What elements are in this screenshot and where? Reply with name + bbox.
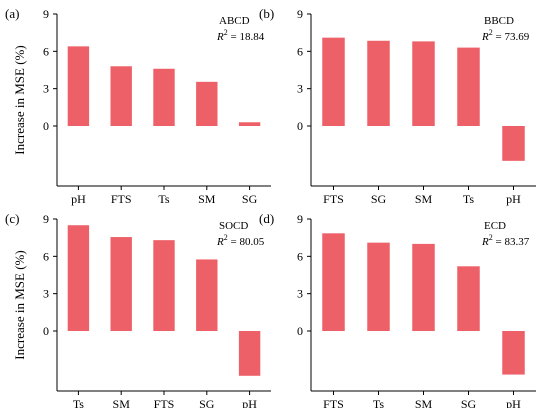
bar-sm xyxy=(196,81,218,126)
bar-ts xyxy=(367,242,390,331)
bar-sg xyxy=(238,122,261,126)
x-tick-label: pH xyxy=(242,397,257,408)
bar-fts xyxy=(322,233,345,331)
y-tick-label: 6 xyxy=(43,44,49,58)
x-tick-label: FTS xyxy=(111,192,132,206)
bar-ph xyxy=(502,126,525,161)
x-tick-label: SG xyxy=(199,397,215,408)
x-tick-label: SG xyxy=(371,192,387,206)
y-tick-label: 3 xyxy=(297,82,303,96)
y-tick-label: 3 xyxy=(43,287,49,301)
bar-ph xyxy=(67,46,90,126)
x-tick-label: pH xyxy=(71,192,86,206)
annotation-r2: R2 = 83.37 xyxy=(481,233,530,248)
x-tick-label: SM xyxy=(198,192,216,206)
bar-sm xyxy=(110,237,132,331)
bar-fts xyxy=(322,37,345,127)
x-tick-label: Ts xyxy=(463,192,474,206)
y-axis-title: Increase in MSE (%) xyxy=(12,250,27,359)
x-tick-label: Ts xyxy=(373,397,384,408)
bar-ph xyxy=(502,331,525,375)
y-tick-label: 0 xyxy=(43,324,49,338)
bar-ph xyxy=(238,331,261,376)
y-tick-label: 6 xyxy=(297,249,303,263)
x-tick-label: FTS xyxy=(323,397,344,408)
bar-sg xyxy=(367,40,390,126)
y-tick-label: 9 xyxy=(297,7,303,21)
annotation-r2: R2 = 18.84 xyxy=(216,28,265,43)
y-tick-label: 0 xyxy=(43,119,49,133)
panel-label: (a) xyxy=(5,6,19,21)
bar-ts xyxy=(457,47,480,126)
x-tick-label: SG xyxy=(461,397,477,408)
y-axis-title: Increase in MSE (%) xyxy=(12,45,27,154)
annotation-name: SOCD xyxy=(219,220,248,232)
y-tick-label: 9 xyxy=(43,212,49,226)
bar-sg xyxy=(196,259,218,331)
bar-ts xyxy=(67,225,90,331)
bar-sm xyxy=(412,243,435,331)
y-tick-label: 0 xyxy=(297,324,303,338)
bar-fts xyxy=(110,66,132,126)
annotation-name: ABCD xyxy=(219,15,250,27)
x-tick-label: SM xyxy=(415,397,433,408)
x-tick-label: pH xyxy=(506,192,521,206)
y-tick-label: 9 xyxy=(43,7,49,21)
x-tick-label: Ts xyxy=(158,192,169,206)
bar-ts xyxy=(153,68,175,126)
y-tick-label: 3 xyxy=(43,82,49,96)
x-tick-label: SM xyxy=(415,192,433,206)
panel-label: (c) xyxy=(5,211,19,226)
panel-label: (d) xyxy=(259,211,274,226)
annotation-r2: R2 = 73.69 xyxy=(481,28,530,43)
annotation-name: ECD xyxy=(484,220,506,232)
y-tick-label: 9 xyxy=(297,212,303,226)
bar-sm xyxy=(412,41,435,126)
bar-sg xyxy=(457,266,480,331)
x-tick-label: SG xyxy=(242,192,258,206)
panel-label: (b) xyxy=(259,6,274,21)
x-tick-label: Ts xyxy=(73,397,84,408)
x-tick-label: pH xyxy=(506,397,521,408)
annotation-name: BBCD xyxy=(484,15,514,27)
y-tick-label: 6 xyxy=(297,44,303,58)
annotation-r2: R2 = 80.05 xyxy=(216,233,265,248)
bar-fts xyxy=(153,240,175,331)
x-tick-label: SM xyxy=(113,397,131,408)
y-tick-label: 0 xyxy=(297,119,303,133)
x-tick-label: FTS xyxy=(323,192,344,206)
y-tick-label: 3 xyxy=(297,287,303,301)
x-tick-label: FTS xyxy=(154,397,175,408)
y-tick-label: 6 xyxy=(43,249,49,263)
